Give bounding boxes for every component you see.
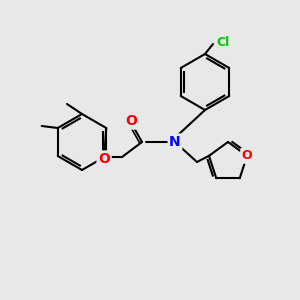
Text: N: N: [169, 135, 181, 149]
Text: O: O: [98, 152, 110, 166]
Text: Cl: Cl: [216, 35, 230, 49]
Text: O: O: [242, 149, 252, 162]
Text: O: O: [125, 114, 137, 128]
